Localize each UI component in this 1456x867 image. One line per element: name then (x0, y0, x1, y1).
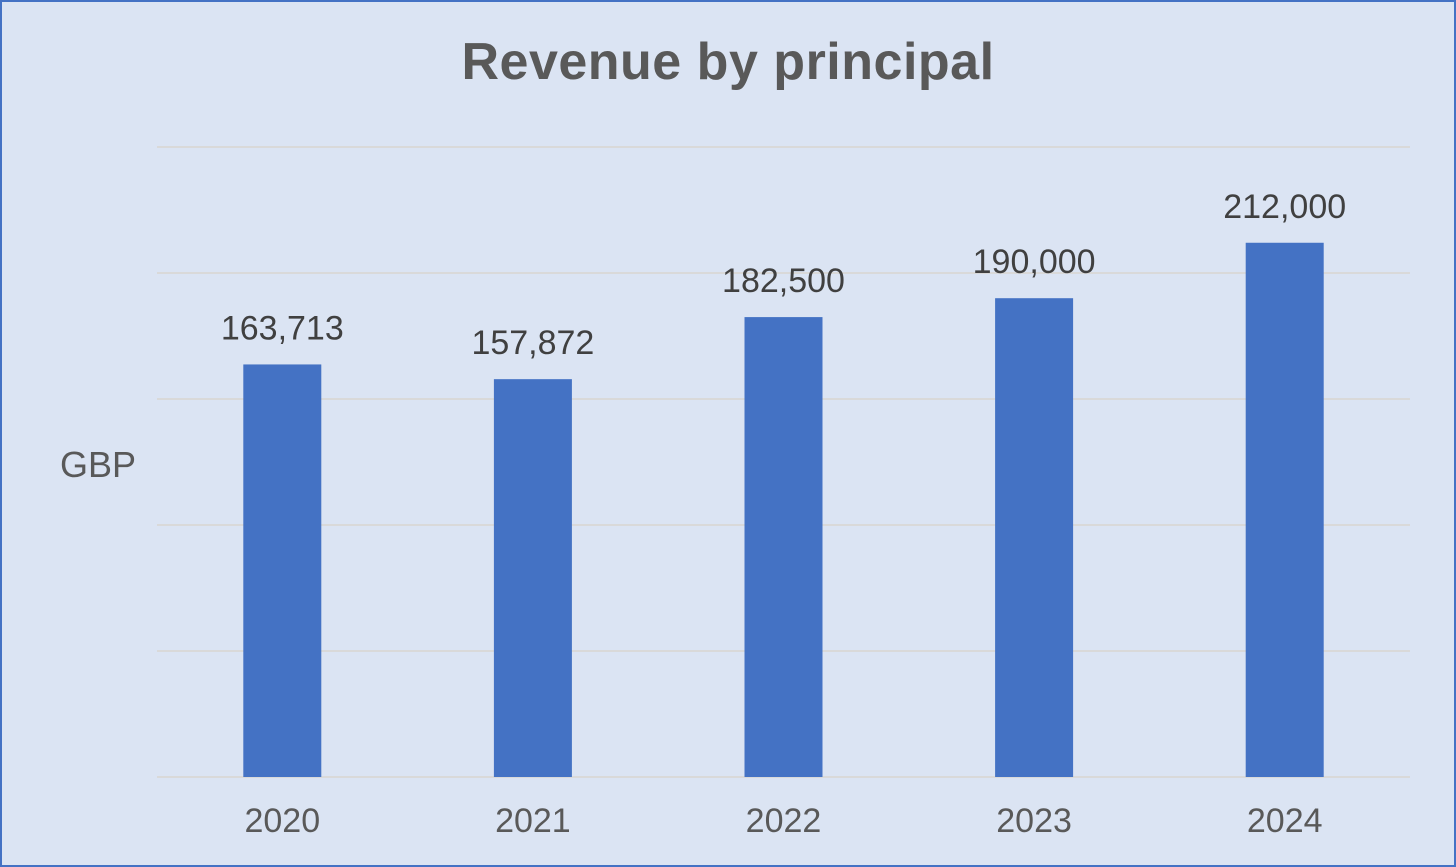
data-label-2021: 157,872 (471, 324, 594, 362)
x-tick-label-2022: 2022 (746, 802, 822, 840)
data-label-2022: 182,500 (722, 262, 845, 300)
x-tick-label-2023: 2023 (996, 802, 1072, 840)
bar-2021 (493, 379, 572, 777)
bar-2024 (1245, 242, 1324, 777)
x-tick-label-2021: 2021 (495, 802, 571, 840)
bar-2023 (995, 298, 1074, 777)
data-label-2024: 212,000 (1223, 188, 1346, 226)
x-tick-label-2024: 2024 (1247, 802, 1323, 840)
y-axis-label: GBP (60, 444, 137, 485)
x-tick-label-2020: 2020 (244, 802, 320, 840)
bar-2020 (243, 364, 322, 777)
data-label-2020: 163,713 (221, 309, 344, 347)
bar-2022 (744, 317, 823, 777)
chart-title: Revenue by principal (461, 33, 995, 91)
data-label-2023: 190,000 (973, 243, 1096, 281)
